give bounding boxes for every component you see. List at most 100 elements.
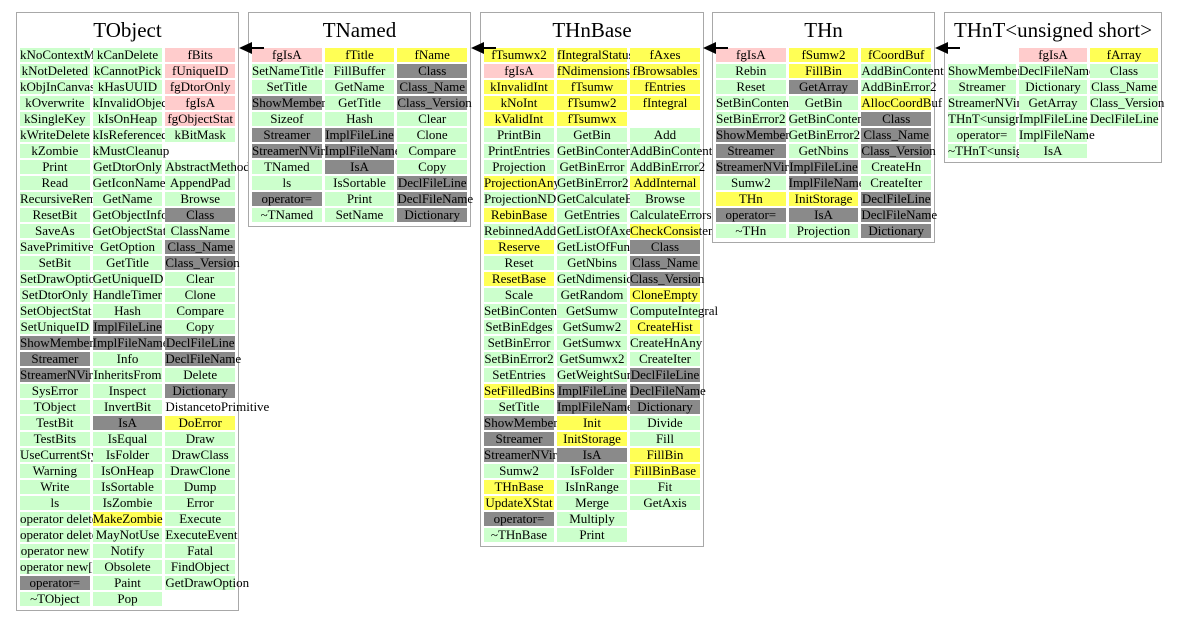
member-cell[interactable]: Obsolete — [92, 560, 163, 574]
member-cell[interactable]: ImplFileLine — [557, 383, 627, 398]
member-cell[interactable]: SetBit — [20, 256, 90, 270]
member-cell[interactable]: AllocCoordBuf — [861, 95, 943, 110]
member-cell[interactable]: CheckConsistency — [630, 223, 727, 238]
member-cell[interactable]: Streamer — [484, 432, 554, 446]
member-cell[interactable]: operator= — [716, 208, 786, 222]
member-cell[interactable]: fTitle — [324, 48, 395, 62]
member-cell[interactable]: SetBinError — [484, 336, 554, 350]
member-cell[interactable]: kNoContextMenu — [20, 47, 114, 62]
member-cell[interactable]: SetBinContent — [716, 95, 793, 110]
member-cell[interactable]: Sizeof — [252, 112, 322, 126]
member-cell[interactable]: SysError — [20, 384, 90, 398]
member-cell[interactable]: Streamer — [20, 352, 90, 366]
member-cell[interactable]: GetSumw — [557, 304, 627, 318]
member-cell[interactable]: UpdateXStat — [484, 495, 554, 510]
member-cell[interactable]: SetDtorOnly — [20, 287, 90, 302]
member-cell[interactable]: operator= — [20, 576, 90, 590]
member-cell[interactable]: Scale — [484, 288, 554, 302]
member-cell[interactable]: GetWeightSum — [557, 367, 637, 382]
member-cell[interactable]: Inspect — [92, 384, 163, 398]
member-cell[interactable]: fAxes — [630, 48, 700, 62]
member-cell[interactable]: fgIsA — [716, 48, 786, 62]
member-cell[interactable]: SetBinEdges — [484, 319, 554, 334]
member-cell[interactable]: UseCurrentStyle — [20, 447, 107, 462]
member-cell[interactable]: GetBinError2 — [788, 127, 861, 142]
member-cell[interactable]: Fatal — [165, 544, 236, 558]
member-cell[interactable]: ShowMembers — [716, 127, 795, 142]
member-cell[interactable]: Error — [165, 496, 236, 510]
member-cell[interactable]: IsSortable — [324, 176, 395, 190]
member-cell[interactable]: Clone — [397, 128, 468, 142]
member-cell[interactable]: StreamerNVirtual — [484, 447, 577, 462]
member-cell[interactable]: DeclFileName — [630, 383, 706, 398]
member-cell[interactable]: RebinBase — [484, 208, 554, 222]
member-cell[interactable]: fSumw2 — [788, 48, 859, 62]
member-cell[interactable]: DoError — [165, 416, 236, 430]
member-cell[interactable]: AppendPad — [165, 176, 236, 190]
member-cell[interactable]: StreamerNVirtual — [20, 367, 113, 382]
member-cell[interactable]: ImplFileName — [324, 143, 401, 158]
member-cell[interactable]: Class_Version — [1090, 95, 1165, 110]
member-cell[interactable]: fTsumw — [557, 80, 627, 94]
member-cell[interactable]: ~TNamed — [252, 208, 322, 222]
member-cell[interactable]: ShowMembers — [948, 63, 1027, 78]
member-cell[interactable]: Copy — [165, 320, 236, 334]
member-cell[interactable]: ExecuteEvent — [165, 527, 238, 542]
member-cell[interactable]: kCannotPick — [92, 63, 163, 78]
member-cell[interactable]: SaveAs — [20, 224, 90, 238]
member-cell[interactable]: ImplFileLine — [324, 127, 395, 142]
member-cell[interactable]: fgIsA — [252, 48, 322, 62]
member-cell[interactable]: GetRandom — [557, 288, 627, 302]
member-cell[interactable]: Dictionary — [165, 384, 236, 398]
member-cell[interactable]: ClassName — [165, 224, 236, 238]
member-cell[interactable]: fgObjectStat — [165, 111, 236, 126]
member-cell[interactable]: CreateIter — [861, 176, 932, 190]
member-cell[interactable]: SetFilledBins — [484, 383, 555, 398]
member-cell[interactable]: Sumw2 — [484, 464, 554, 478]
member-cell[interactable]: Execute — [165, 512, 236, 526]
member-cell[interactable]: operator new — [20, 543, 90, 558]
member-cell[interactable]: DrawClass — [165, 448, 236, 462]
member-cell[interactable]: ~THnT<unsigned short> — [948, 143, 1078, 158]
member-cell[interactable]: InheritsFrom — [92, 367, 163, 382]
member-cell[interactable]: kBitMask — [165, 128, 236, 142]
member-cell[interactable]: fUniqueID — [165, 64, 236, 78]
member-cell[interactable]: kSingleKey — [20, 112, 90, 126]
member-cell[interactable]: SetBinContent — [484, 303, 561, 318]
member-cell[interactable]: fIntegralStatus — [557, 47, 634, 62]
member-cell[interactable]: DeclFileLine — [861, 191, 932, 206]
member-cell[interactable]: GetSumwx2 — [557, 352, 627, 366]
member-cell[interactable]: fTsumwx — [557, 112, 627, 126]
member-cell[interactable]: CreateHist — [630, 320, 700, 334]
member-cell[interactable]: GetName — [324, 80, 395, 94]
member-cell[interactable]: Class_Name — [1090, 79, 1158, 94]
member-cell[interactable]: Streamer — [252, 128, 322, 142]
member-cell[interactable]: fgIsA — [1019, 48, 1087, 62]
member-cell[interactable]: ResetBase — [484, 272, 554, 286]
class-title-thnt-unsigned-short[interactable]: THnT<unsigned short> — [953, 18, 1153, 42]
class-title-tobject[interactable]: TObject — [93, 18, 162, 42]
member-cell[interactable]: FillBin — [788, 64, 859, 78]
member-cell[interactable]: Clear — [165, 272, 236, 286]
member-cell[interactable]: GetBinContent — [557, 143, 636, 158]
member-cell[interactable]: Rebin — [716, 64, 786, 78]
member-cell[interactable]: THn — [716, 192, 786, 206]
member-cell[interactable]: GetUniqueID — [92, 271, 164, 286]
member-cell[interactable]: TNamed — [252, 160, 322, 174]
member-cell[interactable]: IsA — [92, 416, 163, 430]
member-cell[interactable]: AddBinError2 — [861, 79, 937, 94]
member-cell[interactable]: AbstractMethod — [165, 159, 250, 174]
member-cell[interactable]: SetTitle — [484, 400, 554, 414]
member-cell[interactable]: CreateHn — [861, 160, 932, 174]
member-cell[interactable]: GetName — [92, 192, 163, 206]
member-cell[interactable]: SetName — [324, 208, 395, 222]
member-cell[interactable]: fNdimensions — [557, 63, 630, 78]
member-cell[interactable]: GetBinError — [557, 160, 627, 174]
member-cell[interactable]: FillBuffer — [324, 64, 395, 78]
member-cell[interactable]: Streamer — [716, 144, 786, 158]
member-cell[interactable]: ShowMembers — [252, 95, 331, 110]
member-cell[interactable]: ComputeIntegral — [630, 303, 719, 318]
member-cell[interactable]: fBits — [165, 48, 236, 62]
member-cell[interactable]: SetTitle — [252, 80, 322, 94]
member-cell[interactable]: ResetBit — [20, 208, 90, 222]
